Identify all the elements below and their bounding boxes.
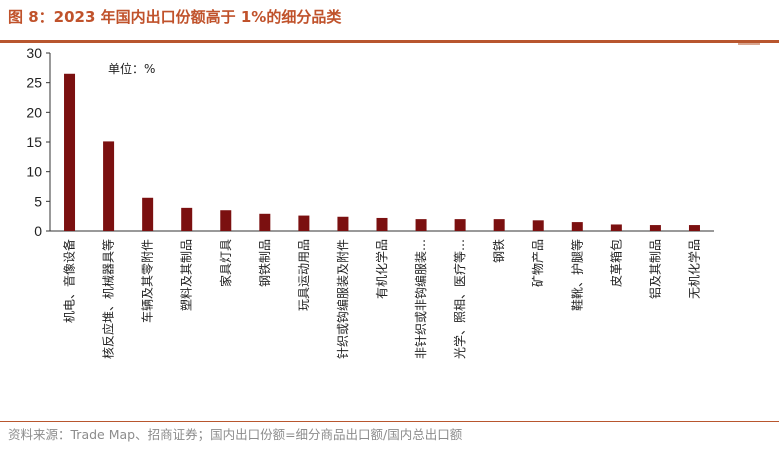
x-tick-label: 铝及其制品	[647, 239, 662, 299]
x-tick-label: 有机化学品	[374, 239, 389, 299]
bar	[181, 207, 193, 231]
x-tick-label: 家具灯具	[218, 239, 233, 287]
x-tick-label: 鞋靴、护腿等	[569, 239, 584, 311]
bar	[532, 220, 544, 231]
title-rule-accent	[738, 43, 760, 45]
chart-bars	[64, 73, 700, 232]
bar	[220, 210, 232, 231]
x-tick-label: 皮革箱包	[608, 239, 623, 287]
bar	[649, 225, 661, 231]
y-tick-label: 20	[26, 104, 42, 120]
bar	[610, 224, 622, 231]
bar	[337, 216, 349, 231]
bar	[64, 73, 76, 232]
y-tick-label: 15	[26, 134, 42, 150]
bar	[493, 219, 505, 231]
x-tick-label: 塑料及其制品	[179, 239, 194, 311]
x-tick-label: 玩具运动用品	[297, 239, 311, 311]
bar	[142, 197, 154, 231]
x-tick-label: 钢铁	[492, 239, 506, 263]
y-tick-label: 10	[26, 164, 42, 180]
source-note: 资料来源：Trade Map、招商证券；国内出口份额=细分商品出口额/国内总出口…	[8, 427, 463, 442]
x-tick-label: 车辆及其零附件	[140, 239, 155, 323]
x-tick-label: 核反应堆、机械器具等	[101, 239, 116, 359]
x-tick-label: 矿物产品	[531, 239, 545, 287]
bar	[376, 217, 388, 231]
title-rule	[0, 40, 779, 43]
x-tick-label: 钢铁制品	[258, 239, 272, 287]
bar	[454, 219, 466, 231]
x-tick-label: 非针织或非钩编服装…	[413, 239, 428, 359]
bar	[571, 222, 583, 231]
x-tick-label: 机电、音像设备	[62, 239, 77, 323]
bar	[103, 141, 115, 231]
bar	[688, 225, 700, 231]
y-tick-label: 25	[26, 75, 42, 91]
source-rule	[0, 421, 779, 422]
bar	[259, 213, 271, 231]
bar	[298, 215, 310, 231]
chart-labels: 机电、音像设备 核反应堆、机械器具等 车辆及其零附件 塑料及其制品 家具灯具 钢铁制品 玩具…	[62, 239, 702, 359]
y-tick-label: 30	[26, 45, 42, 61]
bar	[415, 219, 427, 231]
x-tick-label: 光学、照相、医疗等…	[452, 239, 467, 359]
x-tick-label: 无机化学品	[686, 239, 701, 299]
figure-title: 图 8：2023 年国内出口份额高于 1%的细分品类	[8, 8, 342, 26]
x-tick-label: 针织或钩编服装及附件	[335, 239, 350, 359]
y-tick-label: 5	[34, 193, 42, 209]
y-tick-label: 0	[34, 223, 42, 239]
unit-label: 单位：%	[108, 61, 155, 76]
